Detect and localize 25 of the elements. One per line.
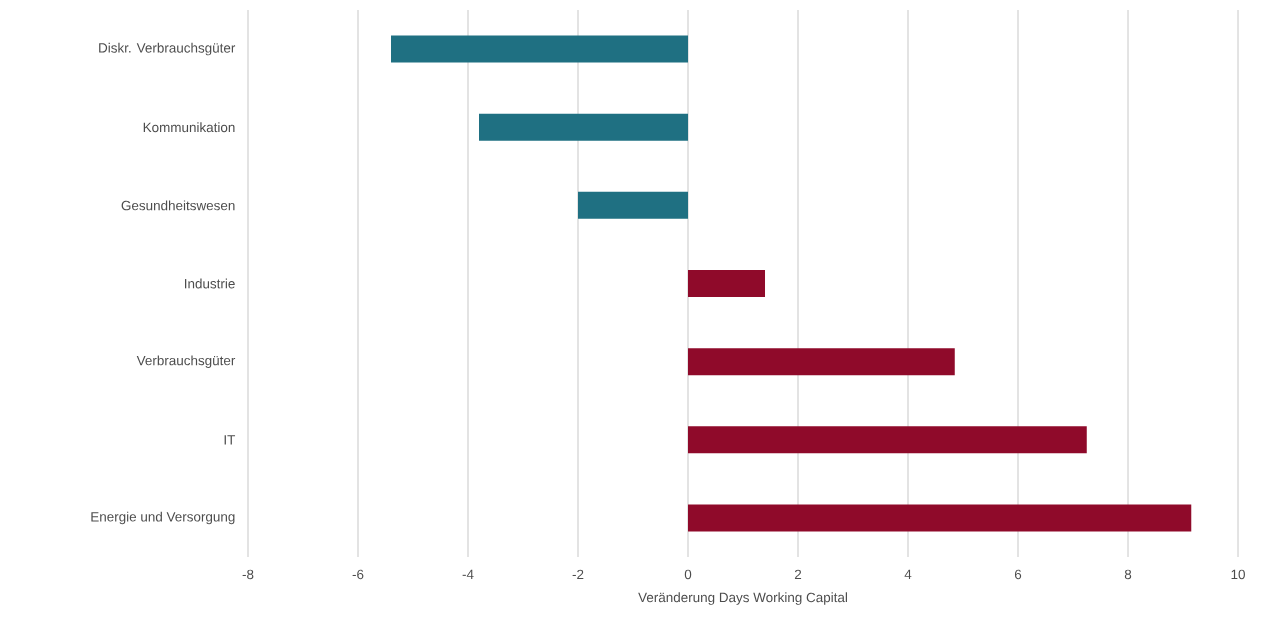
bar [391, 35, 688, 63]
y-tick-label: Verbrauchsgüter [136, 355, 236, 368]
x-tick-label: -4 [462, 569, 474, 579]
y-tick-label: Gesundheitswesen [121, 200, 235, 211]
bar [479, 113, 688, 141]
x-tick-label: -2 [572, 569, 584, 580]
x-axis-title: Veränderung Days Working Capital [638, 592, 847, 605]
x-tick-label: 4 [904, 569, 912, 579]
x-tick-label: -6 [352, 569, 364, 580]
y-tick-label: Kommunikation [143, 122, 235, 133]
x-tick-label: 6 [1014, 569, 1022, 580]
bar [688, 348, 955, 376]
y-tick-label: Diskr. Verbrauchsgüter [99, 42, 236, 56]
y-tick-label: Industrie [185, 278, 235, 289]
bar [688, 270, 766, 298]
x-tick-label: -8 [242, 569, 254, 580]
bar [578, 191, 688, 219]
y-tick-label: Energie und Versorgung [91, 511, 235, 525]
bar [688, 504, 1192, 532]
x-tick-label: 8 [1124, 569, 1132, 580]
x-tick-label: 2 [794, 569, 802, 580]
y-tick-label: IT [224, 435, 236, 445]
bar [688, 426, 1087, 454]
x-tick-label: 0 [684, 569, 692, 580]
x-tick-label: 10 [1231, 569, 1245, 580]
